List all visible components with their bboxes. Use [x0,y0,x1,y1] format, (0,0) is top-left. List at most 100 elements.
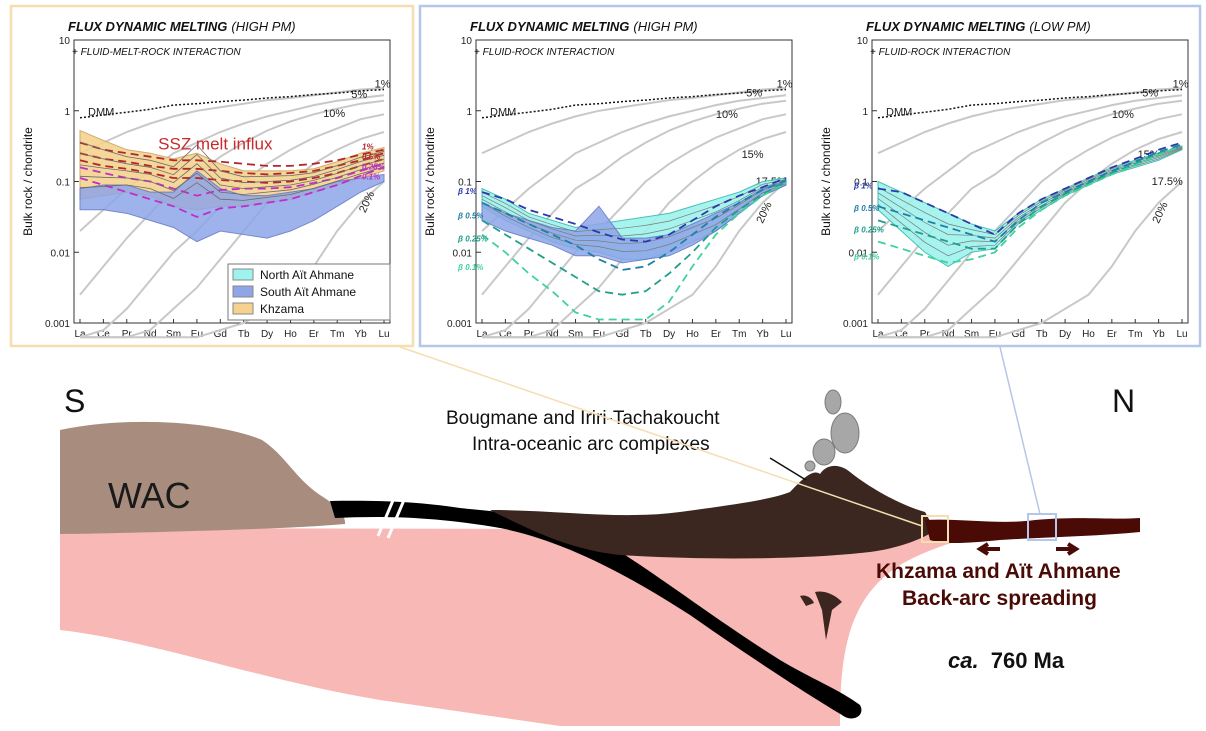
model-dashed-curve [481,182,787,321]
chart-title-paren: (LOW PM) [1029,19,1090,34]
connector-right [999,346,1041,515]
chart-title: FLUX DYNAMIC MELTING (HIGH PM) [68,19,296,34]
chart-subtitle: + FLUID-MELT-ROCK INTERACTION [72,47,241,58]
plume-puff-1 [830,412,860,454]
legend-box [227,263,391,321]
y-axis-label: Bulk rock / chondrite [819,127,833,236]
sample-pattern-line [877,147,1183,239]
chart-title-main: FLUX DYNAMIC MELTING [866,19,1025,34]
chart-title: FLUX DYNAMIC MELTING (LOW PM) [866,19,1091,34]
melting-model-curve [481,94,787,232]
melting-model-curve [80,131,385,339]
legend-swatch [232,302,254,315]
location-box-ait-ahmane [1027,513,1057,541]
wac-continent [60,421,346,534]
melt-percent-label: 20% [357,189,377,214]
legend-swatch [232,268,254,281]
melting-model-curve [877,87,1183,155]
x-tick-label: Yb [1152,329,1165,340]
dmm-label: DMM [886,107,912,119]
x-tick-label: La [872,329,884,340]
dmm-label: DMM [88,107,114,119]
y-tick-label: 1 [466,107,472,118]
sample-pattern-line [481,179,787,233]
x-tick-label: Eu [593,329,605,340]
x-tick-label: Pr [122,329,133,340]
chart-subtitle: + FLUID-ROCK INTERACTION [474,47,615,58]
model-dashed-curve [877,145,1183,250]
melt-percent-label: 1% [375,78,391,90]
y-tick-label: 0.1 [458,178,472,189]
x-tick-label: Er [309,329,320,340]
chart-subtitle: + FLUID-ROCK INTERACTION [870,47,1011,58]
chart-left: FLUX DYNAMIC MELTING (HIGH PM) + FLUID-MEL… [21,19,391,340]
sample-pattern-line [877,147,1183,246]
age-label: ca. 760 Ma [948,648,1065,673]
beta-label: 0.25% [362,163,385,172]
x-tick-label: Er [711,329,722,340]
y-tick-label: 1 [64,107,70,118]
x-tick-label: Ce [895,329,908,340]
sample-pattern-line [79,162,385,195]
location-indicators [399,346,1057,543]
volcanic-plume [804,389,860,472]
connector-left [399,346,923,527]
arc-crust [490,465,935,559]
x-tick-label: Gd [1012,329,1025,340]
x-tick-label: La [74,329,86,340]
y-tick-label: 0.001 [447,319,472,330]
x-tick-label: Tb [238,329,250,340]
beta-label: β 0.5% [457,211,483,220]
x-tick-label: Ho [284,329,297,340]
y-tick-label: 0.01 [453,248,473,259]
beta-label: β 1% [853,182,873,191]
model-dashed-curve [481,177,787,243]
spreading-arrows [976,542,1080,556]
beta-label: 0.5% [362,153,380,162]
age-prefix: ca. [948,648,979,673]
chart-title-main: FLUX DYNAMIC MELTING [470,19,629,34]
left-panel-frame [9,4,415,348]
sample-pattern-line [79,141,385,178]
x-tick-label: Dy [261,329,273,340]
beta-label: 0.1% [362,173,380,182]
plot-area-frame [871,39,1189,324]
beta-label: β 0.1% [457,263,483,272]
melt-percent-label: 1% [1173,78,1189,90]
ssz-annotation: SSZ melt influx [158,135,273,154]
melt-percent-label: 17.5% [1152,176,1183,188]
chart-middle: FLUX DYNAMIC MELTING (HIGH PM) + FLUID-ROC… [423,19,793,340]
x-tick-label: Pr [524,329,535,340]
arc-pointer-line [769,457,807,481]
model-dashed-curve [877,141,1183,236]
melting-model-curve [481,87,787,155]
melt-percent-label: 15% [742,149,764,161]
melt-percent-label: 10% [1112,109,1134,121]
slab-break-right [386,499,406,539]
model-dashed-curve [79,162,385,197]
y-tick-label: 0.1 [56,178,70,189]
y-tick-label: 10 [857,36,869,47]
plume-puff-4 [804,460,816,472]
y-axis-label: Bulk rock / chondrite [423,127,437,236]
x-tick-label: Yb [756,329,769,340]
melting-model-curve [79,99,385,296]
spreading-arrow-left [976,542,1000,556]
diapir-small [800,595,814,606]
sample-pattern-line [79,153,385,184]
x-tick-label: Tb [1036,329,1048,340]
melt-percent-label: 1% [777,78,793,90]
legend-label: North Aït Ahmane [260,268,354,282]
x-tick-label: Gd [616,329,629,340]
y-axis-label: Bulk rock / chondrite [21,127,35,236]
back-arc-crust [925,518,1140,544]
x-tick-label: Tm [1128,329,1142,340]
y-tick-label: 0.001 [45,319,70,330]
y-tick-label: 10 [461,36,473,47]
x-tick-label: Dy [663,329,675,340]
mantle-wedge [60,523,1140,726]
x-tick-label: Dy [1059,329,1071,340]
x-tick-label: La [476,329,488,340]
